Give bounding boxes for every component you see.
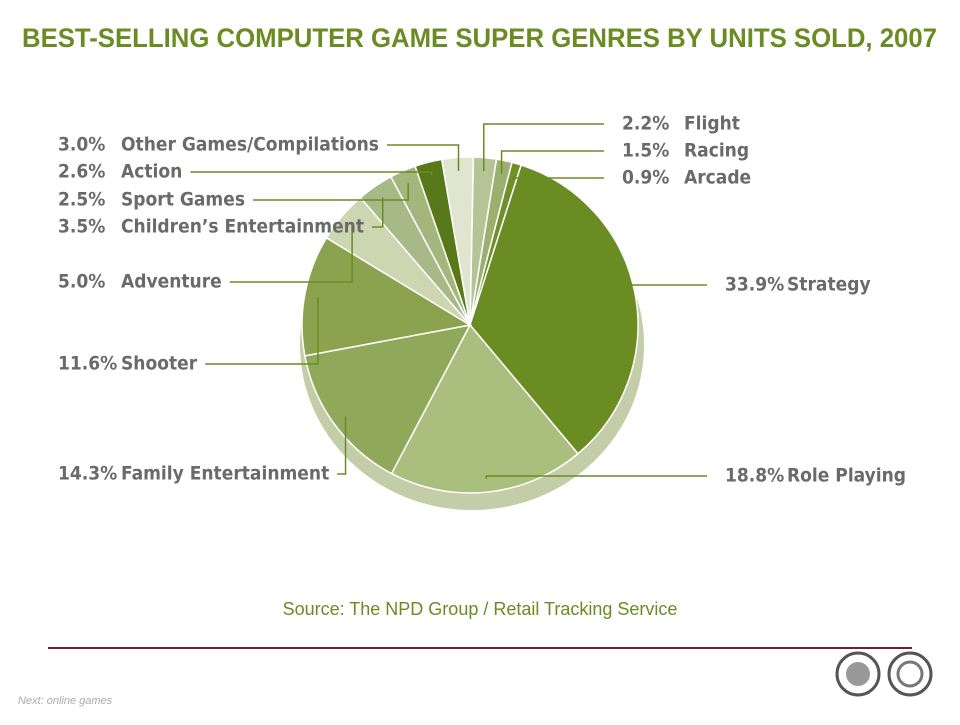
- leader-line: [485, 475, 707, 479]
- category-label: Strategy: [787, 274, 871, 296]
- value-label: 2.5%: [58, 189, 105, 211]
- value-label: 2.6%: [58, 161, 105, 183]
- value-label: 1.5%: [622, 140, 669, 162]
- labels: 2.2% Flight 1.5% Racing 0.9% Arcade 33.9% Strat…: [58, 113, 906, 487]
- leader-line: [190, 171, 433, 176]
- source: Source: The NPD Group / Retail Tracking …: [283, 599, 678, 619]
- pie: [301, 156, 639, 494]
- leader-line: [253, 183, 409, 201]
- pie-slice: [440, 156, 475, 326]
- value-label: 2.2%: [622, 113, 669, 135]
- logos: [835, 651, 933, 697]
- leader-line: [483, 123, 604, 172]
- category-label: Racing: [684, 140, 749, 162]
- value-label: 14.3%: [58, 463, 117, 485]
- pie-slice: [469, 164, 639, 455]
- footer: Next: online games: [18, 695, 113, 707]
- category-label: Other Games/Compilations: [121, 134, 379, 156]
- value-label: 33.9%: [725, 274, 784, 296]
- category-label: Children’s Entertainment: [121, 216, 364, 238]
- leader-line: [205, 297, 319, 365]
- category-label: Flight: [684, 113, 740, 135]
- category-label: Role Playing: [787, 465, 906, 487]
- category-label: Shooter: [121, 353, 198, 375]
- leader-line: [620, 284, 707, 296]
- value-label: 0.9%: [622, 167, 669, 189]
- value-label: 5.0%: [58, 271, 105, 293]
- pie-slice: [390, 323, 579, 494]
- leader-line: [500, 150, 604, 174]
- category-label: Family Entertainment: [121, 463, 329, 485]
- leader-line: [372, 197, 384, 228]
- category-label: Adventure: [121, 271, 222, 293]
- value-label: 3.0%: [58, 134, 105, 156]
- category-label: Sport Games: [121, 189, 245, 211]
- pie-slice: [301, 236, 473, 357]
- leader-line: [386, 144, 460, 171]
- category-label: Action: [121, 161, 182, 183]
- chart-title: BEST-SELLING COMPUTER GAME SUPER GENRES …: [22, 23, 937, 53]
- leader-line: [337, 416, 347, 475]
- category-label: Arcade: [684, 167, 751, 189]
- leader-line: [512, 176, 604, 179]
- leader-line: [229, 225, 353, 283]
- value-label: 18.8%: [725, 465, 784, 487]
- value-label: 3.5%: [58, 216, 105, 238]
- value-label: 11.6%: [58, 353, 117, 375]
